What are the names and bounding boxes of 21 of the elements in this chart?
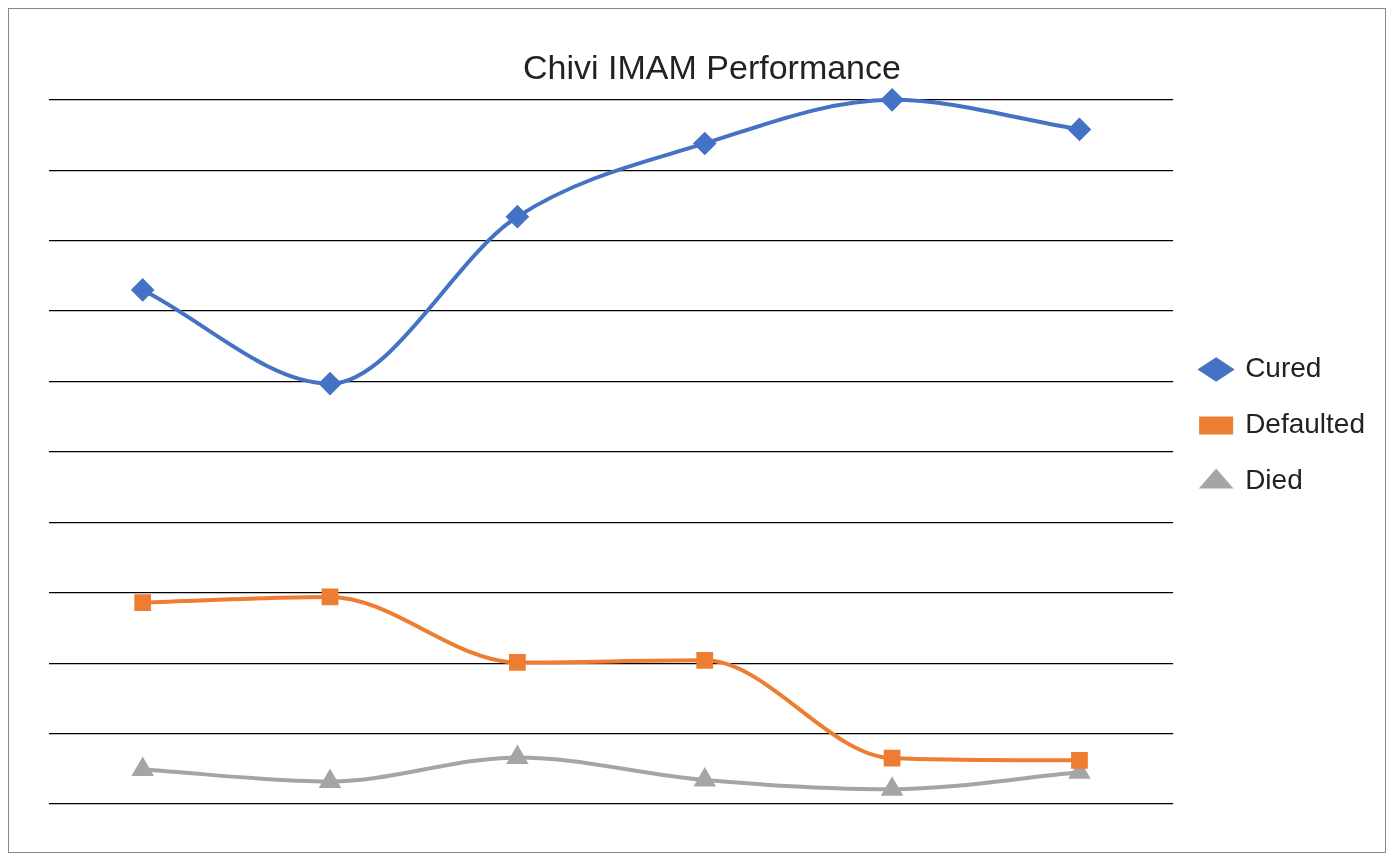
point bbox=[134, 594, 152, 611]
point bbox=[693, 132, 716, 155]
point bbox=[881, 88, 904, 111]
point bbox=[506, 744, 529, 765]
point bbox=[694, 769, 715, 787]
point bbox=[132, 758, 153, 776]
point bbox=[883, 749, 901, 767]
point bbox=[131, 278, 154, 301]
point bbox=[319, 372, 342, 395]
point bbox=[1068, 118, 1091, 141]
legend-label: Defaulted bbox=[1245, 408, 1366, 440]
point bbox=[882, 778, 902, 796]
point bbox=[1071, 751, 1088, 769]
point bbox=[321, 588, 339, 606]
point bbox=[506, 205, 529, 228]
legend-label: Cured bbox=[1245, 352, 1322, 384]
point bbox=[320, 770, 340, 788]
legend-label: Died bbox=[1245, 464, 1303, 496]
point bbox=[509, 654, 526, 671]
point bbox=[696, 651, 714, 669]
chart-title: Chivi IMAM Performance bbox=[523, 47, 901, 86]
